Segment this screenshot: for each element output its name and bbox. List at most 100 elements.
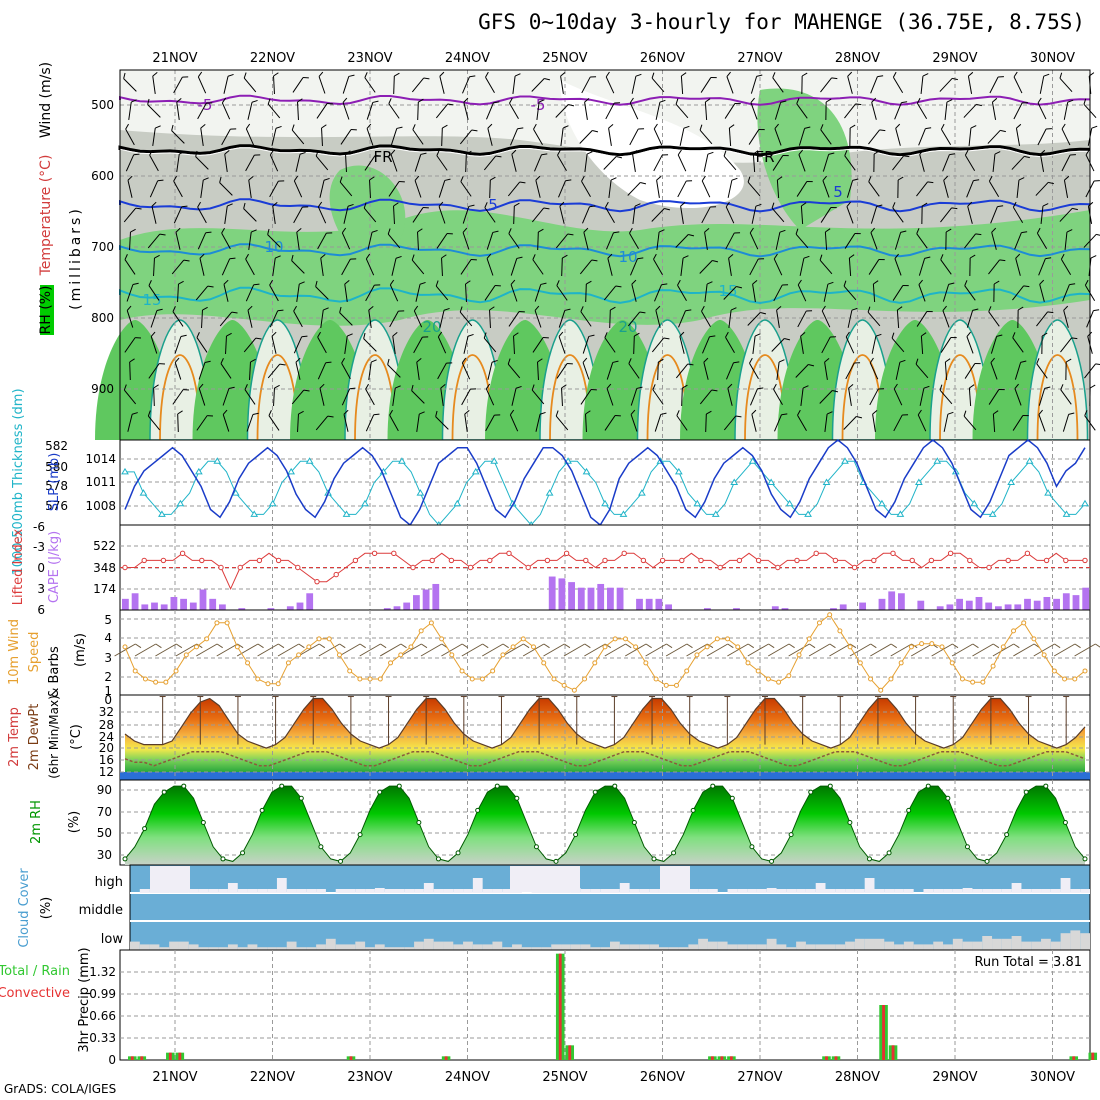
day-label-top: 29NOV <box>932 51 977 66</box>
barb-shaft <box>892 155 904 171</box>
cloud-low-bar <box>139 944 150 950</box>
cloud-high-bar <box>453 889 464 893</box>
barb-flag <box>123 384 127 391</box>
barb-flag <box>797 409 801 416</box>
barb-flag <box>679 331 685 337</box>
barb-shaft <box>416 414 420 432</box>
barb-shaft <box>665 643 688 657</box>
tick-label: 16 <box>99 753 114 767</box>
wind-barb <box>535 411 546 432</box>
barb-shaft <box>653 258 663 276</box>
wind-barb <box>291 254 305 274</box>
barb-shaft <box>847 310 853 328</box>
barb-shaft <box>727 388 733 406</box>
cape-bar <box>597 583 605 610</box>
contour-minus5 <box>119 94 1091 106</box>
wind-barb <box>1039 149 1046 172</box>
barb-flag <box>315 150 319 157</box>
wind-barb <box>968 125 977 147</box>
barb-shaft <box>723 155 737 171</box>
cloud-high-block <box>150 866 190 892</box>
wind-barb <box>800 331 806 354</box>
wind-barb <box>701 206 717 224</box>
barb-shaft <box>393 75 395 95</box>
barb-shaft <box>489 309 491 329</box>
barb-flag <box>298 410 304 415</box>
barb-flag <box>731 177 738 181</box>
barb-flag <box>543 207 550 210</box>
barb-flag <box>991 227 997 233</box>
barb-shaft <box>988 311 1000 327</box>
wind10-barb <box>686 643 714 657</box>
barb-shaft <box>128 102 132 120</box>
barb-flag <box>903 155 910 158</box>
barb-shaft <box>796 181 808 197</box>
barb-flag <box>365 383 369 390</box>
cloud-high-bar <box>972 889 983 893</box>
cape-bar <box>199 589 207 610</box>
cloud-low-bar <box>423 938 434 950</box>
wind10-barb <box>175 643 203 657</box>
wind-barb <box>749 258 765 276</box>
barb-shaft <box>198 362 206 380</box>
wind-barb <box>532 254 544 275</box>
cloud-high-bar <box>355 889 366 893</box>
barb-flag <box>176 98 182 103</box>
wind-barb <box>558 179 572 198</box>
rh-point <box>475 807 481 813</box>
barb-flag <box>341 357 345 364</box>
barb-flag <box>255 337 262 340</box>
barb-flag <box>925 127 932 130</box>
barb-flag <box>268 410 272 416</box>
barb-shaft <box>867 311 881 327</box>
barb-shaft <box>1012 415 1024 431</box>
tick-label: 348 <box>93 561 116 575</box>
wind-barb <box>1061 154 1076 172</box>
barb-shaft <box>655 310 661 328</box>
barb-shaft <box>894 232 902 250</box>
thickness-point <box>1007 478 1016 485</box>
wind-barb <box>436 150 448 171</box>
barb-shaft <box>153 257 155 277</box>
cloud-high-bar <box>854 889 865 893</box>
barb-shaft <box>751 206 757 224</box>
wind-barb <box>963 410 977 431</box>
barb-shaft <box>920 75 924 95</box>
wind-barb <box>297 98 303 121</box>
barb-shaft <box>653 128 663 146</box>
cloud-high-bar <box>188 889 199 893</box>
wind-speed-point <box>1051 668 1057 674</box>
barb-flag <box>686 180 693 182</box>
wind-barb <box>704 98 711 121</box>
barb-flag <box>1070 154 1076 156</box>
cape-bar <box>830 608 837 610</box>
barb-shaft <box>651 208 665 222</box>
wind-barb <box>537 358 543 381</box>
cloud-high-bar <box>756 889 767 893</box>
wind-speed-point <box>878 687 884 693</box>
barb-flag <box>123 72 126 79</box>
barb-shaft <box>295 154 301 172</box>
thickness-label: 1000-500mb Thickness (dm) <box>11 388 26 575</box>
barb-flag <box>1047 311 1054 314</box>
barb-shaft <box>1016 179 1020 199</box>
wind-barb <box>1061 123 1071 146</box>
wind-barb <box>653 253 663 276</box>
barb-flag <box>541 153 548 156</box>
rh-point <box>122 856 128 862</box>
barb-shaft <box>392 388 396 406</box>
barb-flag <box>687 363 694 366</box>
barb-shaft <box>846 180 854 198</box>
wind-barb <box>846 201 854 224</box>
barb-flag <box>590 76 597 78</box>
wind10-barb <box>849 643 877 657</box>
cloud-low-bar <box>884 941 895 950</box>
barb-flag <box>301 335 308 338</box>
barb-flag <box>561 384 567 389</box>
barb-flag <box>132 412 138 415</box>
rh-point <box>1062 820 1068 825</box>
upper-gridlines <box>120 70 1090 440</box>
wind-speed-point <box>1062 676 1068 682</box>
wind-barb <box>173 76 189 94</box>
barb-shaft <box>1012 285 1024 301</box>
